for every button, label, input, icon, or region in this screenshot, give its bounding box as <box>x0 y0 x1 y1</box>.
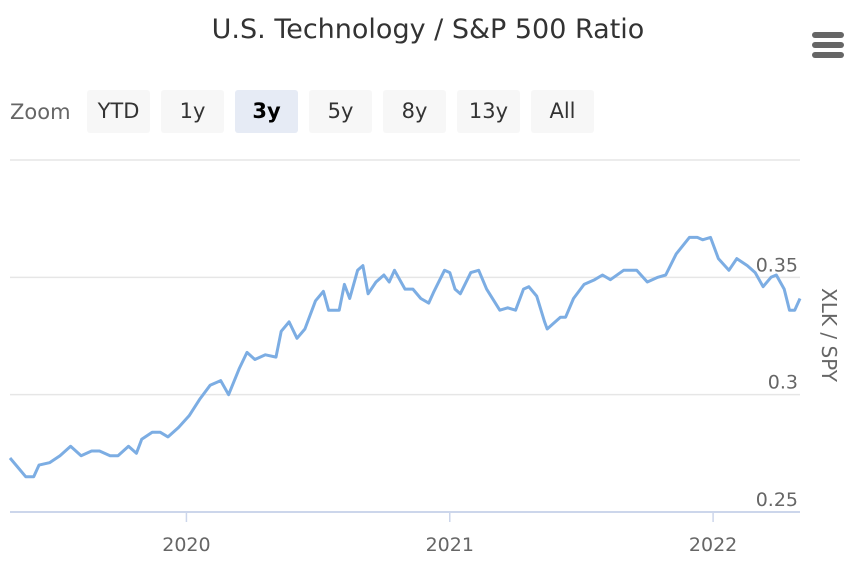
range-button-all[interactable]: All <box>531 90 594 133</box>
y-tick-label: 0.35 <box>756 254 798 276</box>
x-tick-label: 2022 <box>689 534 737 556</box>
y-axis-title: XLK / SPY <box>817 288 841 383</box>
y-tick-label: 0.3 <box>768 372 798 394</box>
range-button-1y[interactable]: 1y <box>161 90 224 133</box>
y-tick-label: 0.25 <box>756 489 798 511</box>
range-button-13y[interactable]: 13y <box>457 90 520 133</box>
chart-title: U.S. Technology / S&P 500 Ratio <box>211 14 645 45</box>
x-tick-label: 2021 <box>426 534 474 556</box>
series-line-xlk-spy <box>8 235 802 479</box>
range-button-5y[interactable]: 5y <box>309 90 372 133</box>
range-button-ytd[interactable]: YTD <box>87 90 150 133</box>
range-button-8y[interactable]: 8y <box>383 90 446 133</box>
zoom-label: Zoom <box>10 100 71 124</box>
range-button-3y[interactable]: 3y <box>235 90 298 133</box>
hamburger-menu-icon[interactable] <box>810 30 846 60</box>
x-tick-label: 2020 <box>162 534 210 556</box>
